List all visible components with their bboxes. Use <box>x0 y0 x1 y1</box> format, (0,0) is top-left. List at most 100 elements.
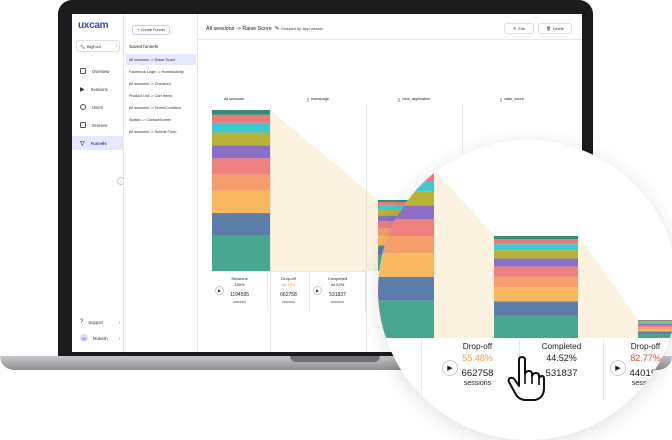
all-sessions-bar-segment <box>212 145 270 159</box>
uxcam-logo: uxcam <box>78 20 109 31</box>
edit-button[interactable]: ✎ Edit <box>504 23 534 34</box>
magnified-completed-bar-segment <box>494 287 578 302</box>
magnified-completed-bar-segment <box>494 244 578 251</box>
stat-count: 662758 <box>280 292 297 298</box>
sidebar-item-sessions[interactable]: ▶ Sessions <box>72 82 124 96</box>
all-sessions-bar-segment <box>212 213 270 236</box>
magnified-last-bar-segment <box>638 320 672 322</box>
magnified-stat-sessions: 100% 1194595 <box>378 340 422 400</box>
funnel-list-item[interactable]: All sessions -> Submit Form <box>129 129 177 134</box>
sidebar-item-funnels[interactable]: ▽ Funnels <box>72 136 124 150</box>
saved-funnels-heading: Saved funnels <box>129 44 159 49</box>
laptop-notch <box>290 356 380 362</box>
play-button[interactable]: ▶ <box>610 360 626 376</box>
magnified-first-bar-segment <box>378 181 434 192</box>
all-sessions-bar-segment <box>212 132 270 146</box>
support-link[interactable]: ? Support › <box>72 316 124 328</box>
stat-sessions: ▶ Sessions 100% 1194595 sessions <box>212 271 268 311</box>
app-icon: 🐾 <box>80 43 85 49</box>
stat-percent: 55.48% <box>462 353 493 363</box>
column-header-raise-score: ▯ raise_score <box>462 94 562 104</box>
stat-unit: sessions <box>330 300 345 304</box>
screens-icon <box>80 122 86 128</box>
play-button[interactable]: ▶ <box>442 360 458 376</box>
stat-count: 662758 <box>461 368 494 379</box>
magnified-first-bar-segment <box>378 191 434 206</box>
magnified-completed-bar-segment <box>494 258 578 267</box>
phone-icon: ▯ <box>500 97 503 102</box>
sidebar: uxcam 🐾 BigFoot › Overview ▶ Sessions Us… <box>72 14 125 352</box>
stat-label: Sessions <box>231 276 248 281</box>
funnel-list-item[interactable]: All sessions -> Checkout <box>129 81 171 86</box>
funnel-list-item[interactable]: Splash -> ContactScreen <box>129 117 172 122</box>
stat-count: 1194595 <box>229 292 250 298</box>
magnified-completed-bar-segment <box>494 301 578 316</box>
sidebar-item-screens[interactable]: Screens <box>72 118 124 132</box>
magnified-last-bar-segment <box>638 323 672 326</box>
column-header-all-sessions: All sessions <box>198 94 270 104</box>
all-sessions-bar-segment <box>212 190 270 214</box>
stat-dropoff: Drop-off 55.48% 662758 sessions <box>268 271 310 311</box>
stat-count: 531837 <box>545 368 578 379</box>
funnel-icon: ▽ <box>80 140 85 147</box>
funnel-list-item[interactable]: Product List -> Cart Items <box>129 93 173 98</box>
magnified-first-bar-segment <box>378 205 434 219</box>
funnel-list-item[interactable]: Facebook Login -> HomeActivity <box>129 69 184 74</box>
magnified-completed-bar-segment <box>494 239 578 245</box>
page-title: All sessions -> Raise Score ✎ <box>206 26 279 32</box>
chevron-right-icon: › <box>118 335 120 341</box>
sidebar-item-overview[interactable]: Overview <box>72 64 124 78</box>
home-icon <box>80 68 86 74</box>
stat-completed: ▶ Completed 44.52% 531837 sessions <box>310 271 366 311</box>
magnified-first-bar-segment <box>378 253 434 277</box>
delete-label: Delete <box>552 26 564 31</box>
stat-percent: 100% <box>378 353 392 363</box>
stat-label: Drop-off <box>281 276 296 281</box>
column-divider <box>366 104 367 352</box>
funnel-list-panel: + Create Funnel Saved funnels All sessio… <box>124 14 198 352</box>
stat-count: 440190 <box>629 368 662 379</box>
stat-unit: sessions <box>463 380 492 387</box>
pointer-hand-icon <box>507 356 545 401</box>
sidebar-item-label: Screens <box>92 122 108 128</box>
all-sessions-bar-segment <box>212 235 270 271</box>
user-menu[interactable]: M Mukesh › <box>72 332 124 344</box>
stat-percent: 100% <box>234 282 245 287</box>
magnified-first-bar-segment <box>378 236 434 253</box>
delete-button[interactable]: 🗑 Delete <box>538 23 572 34</box>
all-sessions-bar-segment <box>212 122 270 133</box>
magnified-completed-bar-segment <box>494 276 578 287</box>
column-label: raise_score <box>504 97 524 101</box>
magnified-last-bar-segment <box>638 325 672 328</box>
play-button[interactable]: ▶ <box>313 286 322 295</box>
magnified-first-bar-segment <box>378 173 434 182</box>
column-header-view-application: ▯ view_application <box>366 94 462 104</box>
all-sessions-bar-segment <box>212 114 270 123</box>
stat-percent: 44.52% <box>330 282 345 287</box>
create-funnel-button[interactable]: + Create Funnel <box>132 25 170 35</box>
stat-percent: 82.77% <box>630 353 661 363</box>
stat-unit: sessions <box>631 380 660 387</box>
funnel-dropoff-flow <box>270 110 378 271</box>
play-button[interactable]: ▶ <box>215 286 224 295</box>
app-switcher[interactable]: 🐾 BigFoot › <box>76 40 120 52</box>
stat-unit: sessions <box>281 300 296 304</box>
edit-label: Edit <box>518 26 525 31</box>
stat-label: Completed <box>541 342 582 351</box>
magnified-completed-bar-segment <box>494 250 578 259</box>
phone-icon: ▯ <box>398 97 401 102</box>
column-label: homepage <box>311 97 330 101</box>
magnified-last-bar-segment <box>638 322 672 324</box>
user-name: Mukesh <box>93 335 108 341</box>
magnified-completed-bar-segment <box>494 315 578 338</box>
column-label: All sessions <box>223 97 245 101</box>
magnified-stat-completed: Completed 44.52% 531837 <box>520 340 604 400</box>
sidebar-item-users[interactable]: Users <box>72 100 124 114</box>
grouped-by-label[interactable]: Grouped by: App version <box>281 27 323 31</box>
stat-count: 1194595 <box>378 368 398 379</box>
chevron-right-icon: › <box>118 319 120 325</box>
funnel-list-item[interactable]: All sessions -> TermsCondition <box>129 105 181 110</box>
funnel-list-item[interactable]: All sessions -> Raise Score <box>126 54 196 65</box>
pencil-icon[interactable]: ✎ <box>274 26 280 32</box>
magnified-last-bar-segment <box>638 327 672 329</box>
